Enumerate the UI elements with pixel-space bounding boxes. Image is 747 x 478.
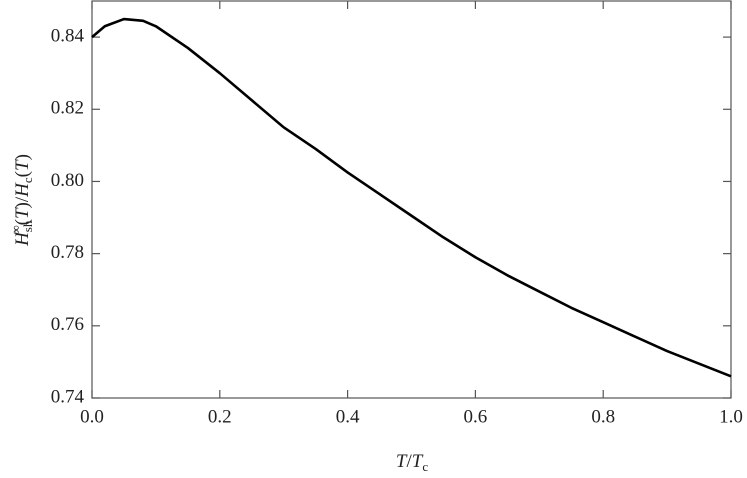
x-tick-label: 0.0 (80, 406, 104, 427)
y-tick-label: 0.82 (51, 98, 84, 119)
y-label-part: )/ (12, 196, 33, 208)
y-label-part: T (12, 207, 33, 219)
x-tick-label: 0.2 (208, 406, 232, 427)
y-label-part: H (12, 231, 33, 247)
y-label-part: c (20, 177, 35, 183)
y-tick-label: 0.80 (51, 170, 84, 191)
x-label-part: T (396, 451, 408, 472)
plot-frame (91, 0, 732, 399)
x-tick-label: 1.0 (719, 406, 743, 427)
y-label-part: ( (12, 219, 33, 225)
y-tick-label: 0.74 (51, 386, 85, 407)
y-label-part: ) (12, 154, 33, 160)
y-axis-label: Hsh∞(T)/Hc(T) (8, 154, 35, 247)
y-label-part: ( (12, 171, 33, 177)
x-tick-label: 0.6 (464, 406, 488, 427)
x-label-part: / (406, 451, 412, 472)
y-label-part: H (12, 182, 33, 198)
y-tick-label: 0.78 (51, 242, 84, 263)
y-label-part: ∞ (8, 225, 23, 234)
line-series (91, 17, 732, 378)
x-tick-label: 0.8 (591, 406, 615, 427)
x-axis-label: T/Tc (396, 451, 428, 474)
y-label-part: sh (20, 220, 35, 232)
y-tick-label: 0.84 (51, 25, 85, 46)
y-label-part: T (12, 159, 33, 171)
y-tick-label: 0.76 (51, 314, 84, 335)
x-label-part: T (412, 451, 424, 472)
x-tick-label: 0.4 (336, 406, 360, 427)
x-label-part: c (422, 459, 428, 474)
